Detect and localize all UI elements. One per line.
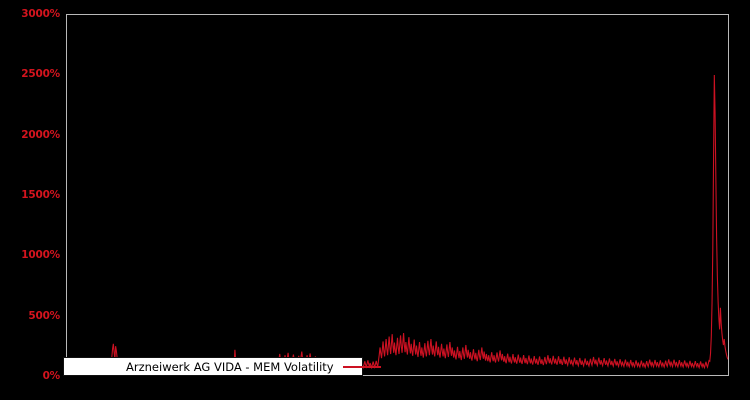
y-axis-tick-label: 0% [42,370,61,382]
y-axis-tick-label: 1000% [21,249,60,262]
legend-line-swatch [342,365,381,368]
plot-area [66,14,729,376]
y-axis-tick-label: 3000% [21,8,60,20]
chart-legend[interactable]: Arzneiwerk AG VIDA - MEM Volatility [63,357,381,376]
volatility-line-series [67,15,728,375]
y-axis-tick-label: 2000% [21,128,60,141]
series-line [67,75,728,374]
y-axis-tick-label: 2500% [21,68,60,81]
legend-label: Arzneiwerk AG VIDA - MEM Volatility [126,359,334,374]
y-axis-tick-label: 1500% [21,189,60,201]
y-axis-tick-label: 500% [28,309,60,322]
